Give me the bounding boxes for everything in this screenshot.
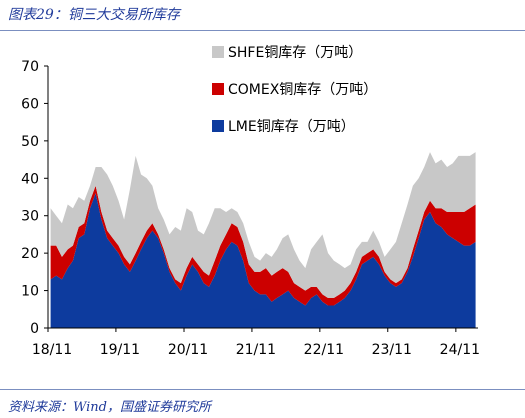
y-tick-label: 20 bbox=[21, 246, 39, 262]
bottom-divider bbox=[0, 389, 525, 390]
legend-label: SHFE铜库存（万吨） bbox=[228, 45, 362, 61]
axes-layer: 0 10 20 30 40 50 60 70 18/11 19/11 20/11 21/11 22/11… bbox=[21, 59, 480, 358]
area-series-1 bbox=[50, 193, 476, 328]
y-tick-label: 60 bbox=[21, 96, 39, 112]
legend: SHFE铜库存（万吨） COMEX铜库存（万吨） LME铜库存（万吨） bbox=[212, 45, 377, 135]
y-tick-label: 10 bbox=[21, 284, 39, 300]
x-tick-label: 20/11 bbox=[168, 342, 208, 358]
y-tick-label: 40 bbox=[21, 171, 39, 187]
source-note: 资料来源：Wind，国盛证券研究所 bbox=[8, 400, 211, 415]
legend-label: COMEX铜库存（万吨） bbox=[228, 82, 377, 98]
top-divider bbox=[0, 30, 525, 31]
legend-label: LME铜库存（万吨） bbox=[228, 119, 355, 135]
chart-title: 图表29：铜三大交易所库存 bbox=[8, 7, 180, 23]
x-tick-label: 21/11 bbox=[236, 342, 276, 358]
y-tick-label: 30 bbox=[21, 209, 39, 225]
x-tick-label: 22/11 bbox=[304, 342, 344, 358]
area-series-2 bbox=[50, 185, 476, 306]
area-series-3 bbox=[50, 152, 476, 299]
legend-swatch bbox=[212, 46, 224, 58]
x-tick-label: 24/11 bbox=[440, 342, 480, 358]
legend-swatch bbox=[212, 83, 224, 95]
x-tick-label: 19/11 bbox=[100, 342, 140, 358]
area-layer bbox=[50, 152, 476, 328]
y-tick-label: 70 bbox=[21, 59, 39, 75]
x-tick-label: 18/11 bbox=[32, 342, 72, 358]
y-tick-label: 0 bbox=[30, 321, 39, 337]
legend-swatch bbox=[212, 120, 224, 132]
x-tick-label: 23/11 bbox=[372, 342, 412, 358]
y-tick-label: 50 bbox=[21, 134, 39, 150]
